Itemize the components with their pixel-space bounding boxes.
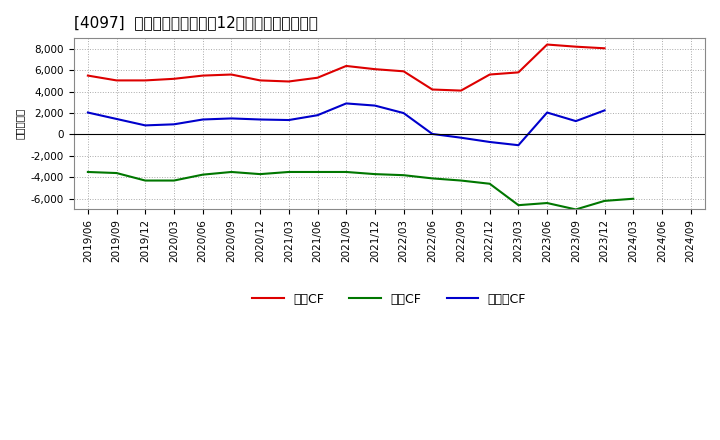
投資CF (600, 198, 609, 204)
投資CF (170, 178, 179, 183)
投資CF (400, 172, 408, 178)
Legend: 営業CF, 投資CF, フリーCF: 営業CF, 投資CF, フリーCF (248, 288, 531, 311)
営業CF (543, 42, 552, 47)
営業CF (514, 70, 523, 75)
投資CF (284, 169, 293, 175)
フリーCF (428, 131, 436, 136)
営業CF (400, 69, 408, 74)
フリーCF (284, 117, 293, 123)
Line: 営業CF: 営業CF (88, 44, 605, 91)
営業CF (84, 73, 92, 78)
フリーCF (400, 110, 408, 116)
営業CF (170, 76, 179, 81)
投資CF (342, 169, 351, 175)
投資CF (199, 172, 207, 177)
フリーCF (227, 116, 235, 121)
投資CF (543, 200, 552, 205)
営業CF (256, 78, 264, 83)
フリーCF (256, 117, 264, 122)
Line: フリーCF: フリーCF (88, 103, 605, 145)
営業CF (141, 78, 150, 83)
投資CF (371, 172, 379, 177)
投資CF (227, 169, 235, 175)
Line: 投資CF: 投資CF (88, 172, 634, 209)
フリーCF (543, 110, 552, 115)
営業CF (428, 87, 436, 92)
フリーCF (485, 139, 494, 145)
フリーCF (514, 143, 523, 148)
営業CF (572, 44, 580, 49)
フリーCF (170, 122, 179, 127)
投資CF (456, 178, 465, 183)
フリーCF (112, 116, 121, 121)
投資CF (112, 170, 121, 176)
フリーCF (313, 113, 322, 118)
フリーCF (199, 117, 207, 122)
Y-axis label: （百万円）: （百万円） (15, 108, 25, 139)
Text: [4097]  キャッシュフローの12か月移動合計の推移: [4097] キャッシュフローの12か月移動合計の推移 (73, 15, 318, 30)
フリーCF (84, 110, 92, 115)
投資CF (313, 169, 322, 175)
投資CF (629, 196, 638, 202)
投資CF (84, 169, 92, 175)
投資CF (428, 176, 436, 181)
フリーCF (456, 135, 465, 140)
投資CF (256, 172, 264, 177)
フリーCF (371, 103, 379, 108)
フリーCF (141, 123, 150, 128)
フリーCF (572, 118, 580, 124)
投資CF (572, 207, 580, 212)
営業CF (284, 79, 293, 84)
営業CF (456, 88, 465, 93)
投資CF (514, 202, 523, 208)
投資CF (485, 181, 494, 187)
フリーCF (600, 108, 609, 113)
営業CF (313, 75, 322, 81)
営業CF (600, 46, 609, 51)
営業CF (227, 72, 235, 77)
営業CF (371, 66, 379, 72)
営業CF (199, 73, 207, 78)
投資CF (141, 178, 150, 183)
フリーCF (342, 101, 351, 106)
営業CF (485, 72, 494, 77)
営業CF (342, 63, 351, 69)
営業CF (112, 78, 121, 83)
